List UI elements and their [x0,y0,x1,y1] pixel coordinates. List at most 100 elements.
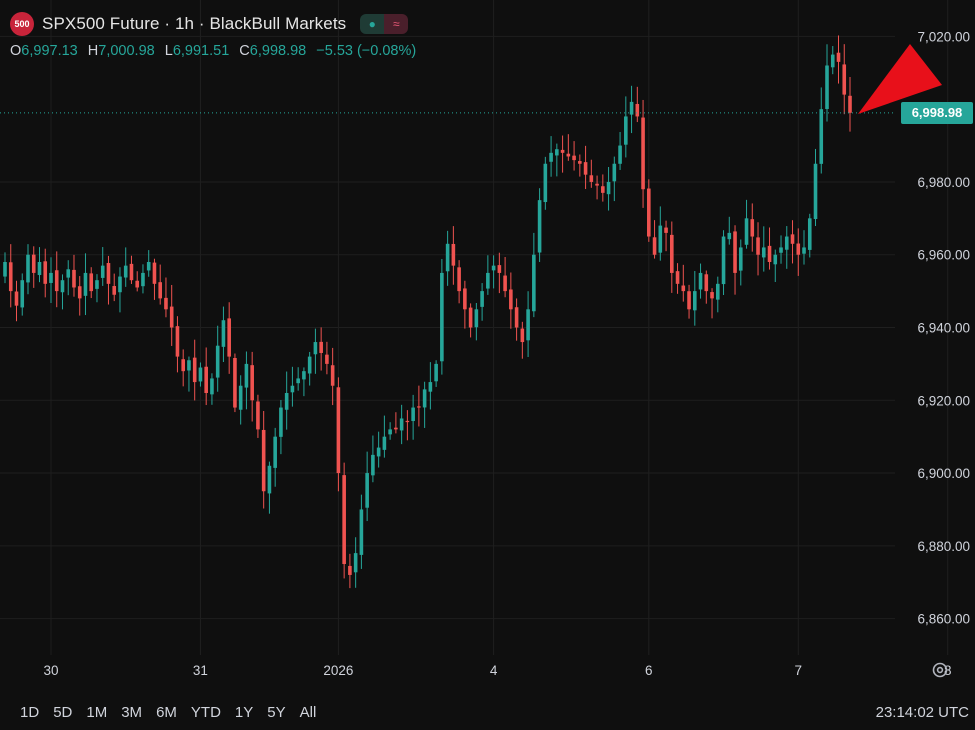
candle-body [595,183,599,186]
candle-body [417,406,421,408]
candle-body [250,365,254,401]
gear-icon[interactable] [930,660,950,680]
y-tick-label: 6,940.00 [917,321,970,336]
candle-body [560,149,565,153]
candle-body [578,161,582,164]
x-tick-label: 2026 [323,663,353,678]
candle-body [486,272,490,289]
candle-body [106,263,111,284]
range-button[interactable]: All [299,704,317,721]
candle-body [710,292,714,299]
candle-body [784,236,789,250]
market-status-dot-icon[interactable]: ● [360,14,385,34]
candle-body [31,254,36,273]
candle-body [813,163,818,220]
candle-body [399,418,404,431]
candle-body [95,280,99,289]
candle-body [738,247,743,271]
close-value: 6,998.98 [249,43,307,59]
candle-body [652,237,657,255]
candle-body [698,272,703,290]
candle-body [537,200,542,253]
candle-body [779,247,783,253]
range-button[interactable]: YTD [190,704,221,721]
candle-body [221,320,226,347]
candle-body [422,389,427,408]
candle-body [54,270,59,292]
range-button[interactable]: 1D [20,704,40,721]
candle-body [215,345,220,378]
candle-body [129,263,134,281]
open-label: O [10,43,22,59]
x-tick-label: 31 [193,663,208,678]
candle-body [807,218,812,250]
candle-body [514,307,519,328]
candle-body [192,357,197,383]
range-button[interactable]: 5D [53,704,73,721]
candle-body [681,285,686,292]
candle-body [118,276,122,293]
candle-body [290,385,295,393]
candle-body [158,282,163,299]
candle-body [497,265,502,273]
candle-body [675,271,680,284]
candlestick-chart[interactable]: 6,860.00 6,880.00 6,900.00 6,920.00 6,940.00… [0,0,975,690]
candle-body [307,356,312,374]
y-tick-label: 6,900.00 [917,466,970,481]
chart-header: 500 SPX500 Future · 1h · BlackBull Marke… [10,12,409,36]
candle-body [388,429,392,435]
red-arrow-annotation [858,44,942,114]
candle-body [635,103,640,117]
range-button[interactable]: 5Y [267,704,286,721]
candle-body [802,247,806,254]
candle-body [8,262,13,292]
candle-body [238,385,243,410]
symbol-title[interactable]: SPX500 Future · 1h · BlackBull Markets [42,14,347,33]
range-button[interactable]: 1Y [234,704,254,721]
candle-body [445,243,450,272]
candle-body [313,342,318,355]
candle-body [756,237,760,255]
candle-body [279,407,283,437]
candle-body [549,152,553,162]
candle-body [284,393,289,410]
candle-body [790,234,795,244]
candle-body [428,382,433,392]
candle-body [715,283,720,300]
open-value: 6,997.13 [21,43,78,59]
symbol-logo: 500 [10,12,34,36]
candle-body [629,101,634,115]
candle-body [20,280,25,308]
candle-body [302,371,306,380]
candle-body [583,162,588,175]
candle-body [842,64,847,95]
candle-body [77,286,82,299]
candle-body [26,254,30,283]
status-pill[interactable]: ● ≈ [360,14,409,34]
candle-body [532,254,536,312]
candle-body [606,181,611,195]
utc-clock[interactable]: 23:14:02 UTC [875,704,969,721]
range-button[interactable]: 3M [121,704,143,721]
candle-body [572,155,576,161]
candle-body [440,272,444,362]
x-tick-label: 8 [944,663,952,678]
candle-body [325,354,329,364]
x-tick-label: 4 [490,663,498,678]
candle-body [49,272,53,283]
range-button[interactable]: 6M [156,704,177,721]
candle-body [520,328,525,343]
change-value: −5.53 (−0.08%) [316,43,417,59]
candle-body [267,465,272,494]
candle-body [848,95,852,113]
candle-body [480,291,484,307]
candle-body [181,359,185,372]
range-button[interactable]: 1M [86,704,108,721]
candle-body [296,378,300,384]
candle-body [187,360,191,371]
candle-body [371,454,375,476]
candle-body [342,475,346,565]
y-tick-label: 6,960.00 [917,248,970,263]
wave-icon[interactable]: ≈ [384,14,409,34]
x-tick-label: 7 [795,663,803,678]
